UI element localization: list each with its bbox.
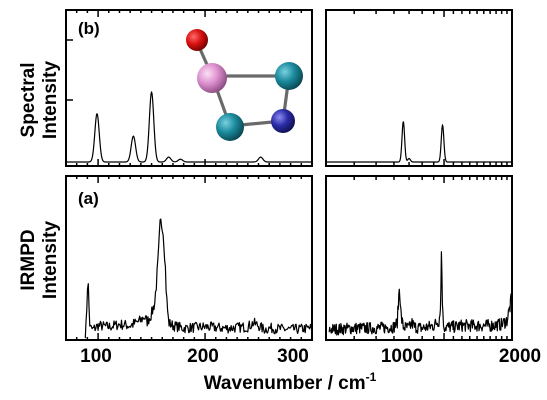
xtick-label-1000: 1000 bbox=[381, 346, 423, 367]
axis-ticks bbox=[66, 10, 508, 340]
ylabel-top-line2: Intensity bbox=[40, 61, 61, 140]
frame-bottom-right bbox=[325, 175, 513, 341]
xtick-label-300: 300 bbox=[277, 346, 309, 367]
atom-teal-right bbox=[275, 62, 303, 90]
ylabel-top-line1: Spectral bbox=[18, 63, 39, 138]
irmpd-trace-left bbox=[84, 218, 313, 339]
panel-label-b: (b) bbox=[78, 19, 100, 38]
spectrum-traces bbox=[66, 91, 513, 339]
xtick-label-200: 200 bbox=[187, 346, 219, 367]
ylabel-bottom-line2: Intensity bbox=[40, 221, 61, 300]
calculated-spectrum-left bbox=[66, 91, 312, 163]
atom-pink bbox=[197, 63, 227, 93]
frame-top-left bbox=[65, 9, 313, 167]
xtick-label-100: 100 bbox=[80, 346, 112, 367]
panel-label-a: (a) bbox=[78, 189, 99, 208]
xlabel-superscript: -1 bbox=[366, 370, 377, 384]
ylabel-bottom-line1: IRMPD bbox=[18, 229, 39, 290]
atom-teal-left bbox=[216, 113, 244, 141]
frame-bottom-left bbox=[65, 175, 313, 341]
calculated-spectrum-right bbox=[326, 121, 512, 163]
irmpd-trace-right bbox=[328, 251, 513, 336]
molecule-inset bbox=[186, 29, 303, 141]
xlabel-text: Wavenumber / cm bbox=[204, 373, 366, 394]
atom-red bbox=[186, 29, 208, 51]
xtick-label-2000: 2000 bbox=[499, 346, 541, 367]
atom-navy bbox=[271, 109, 295, 133]
xlabel: Wavenumber / cm-1 bbox=[204, 370, 377, 394]
frame-top-right bbox=[325, 9, 513, 167]
